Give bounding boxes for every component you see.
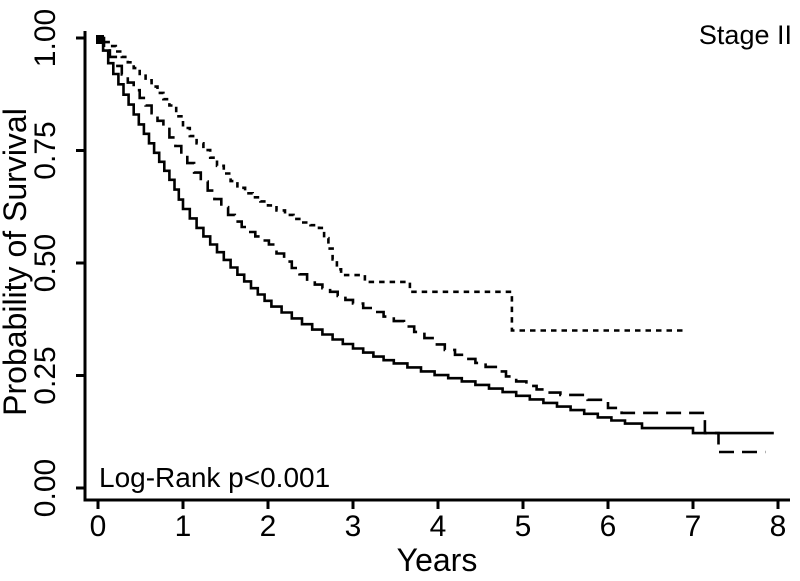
x-tick-label: 6: [600, 510, 617, 543]
y-tick-label: 0.75: [29, 121, 62, 179]
y-tick-label: 0.25: [29, 346, 62, 404]
survival-curve-solid: [98, 36, 774, 435]
x-tick-label: 3: [345, 510, 362, 543]
y-tick-label: 0.50: [29, 234, 62, 292]
axis-lines: [83, 31, 790, 502]
x-tick-label: 0: [90, 510, 107, 543]
x-tick-label: 8: [770, 510, 787, 543]
x-tick-label: 2: [260, 510, 277, 543]
x-tick-label: 1: [175, 510, 192, 543]
y-axis-label: Probability of Survival: [0, 108, 33, 416]
survival-curves: [96, 35, 774, 454]
survival-curve-long-dash: [98, 36, 766, 454]
y-tick-label: 0.00: [29, 459, 62, 517]
x-tick-label: 4: [430, 510, 447, 543]
y-tick-label: 1.00: [29, 9, 62, 67]
x-tick-label: 5: [515, 510, 532, 543]
stage-annotation: Stage II: [699, 20, 792, 50]
x-tick-label: 7: [685, 510, 702, 543]
curve-origin-marker: [96, 35, 104, 44]
axis-ticks: 0 1 2 3 4 5 6 7 8 0.00 0.25 0.50 0.75 1.00: [29, 9, 786, 543]
survival-curve-short-dash: [98, 36, 683, 332]
axes: [83, 31, 790, 502]
x-axis-label: Years: [397, 542, 478, 578]
logrank-annotation: Log-Rank p<0.001: [99, 462, 330, 493]
